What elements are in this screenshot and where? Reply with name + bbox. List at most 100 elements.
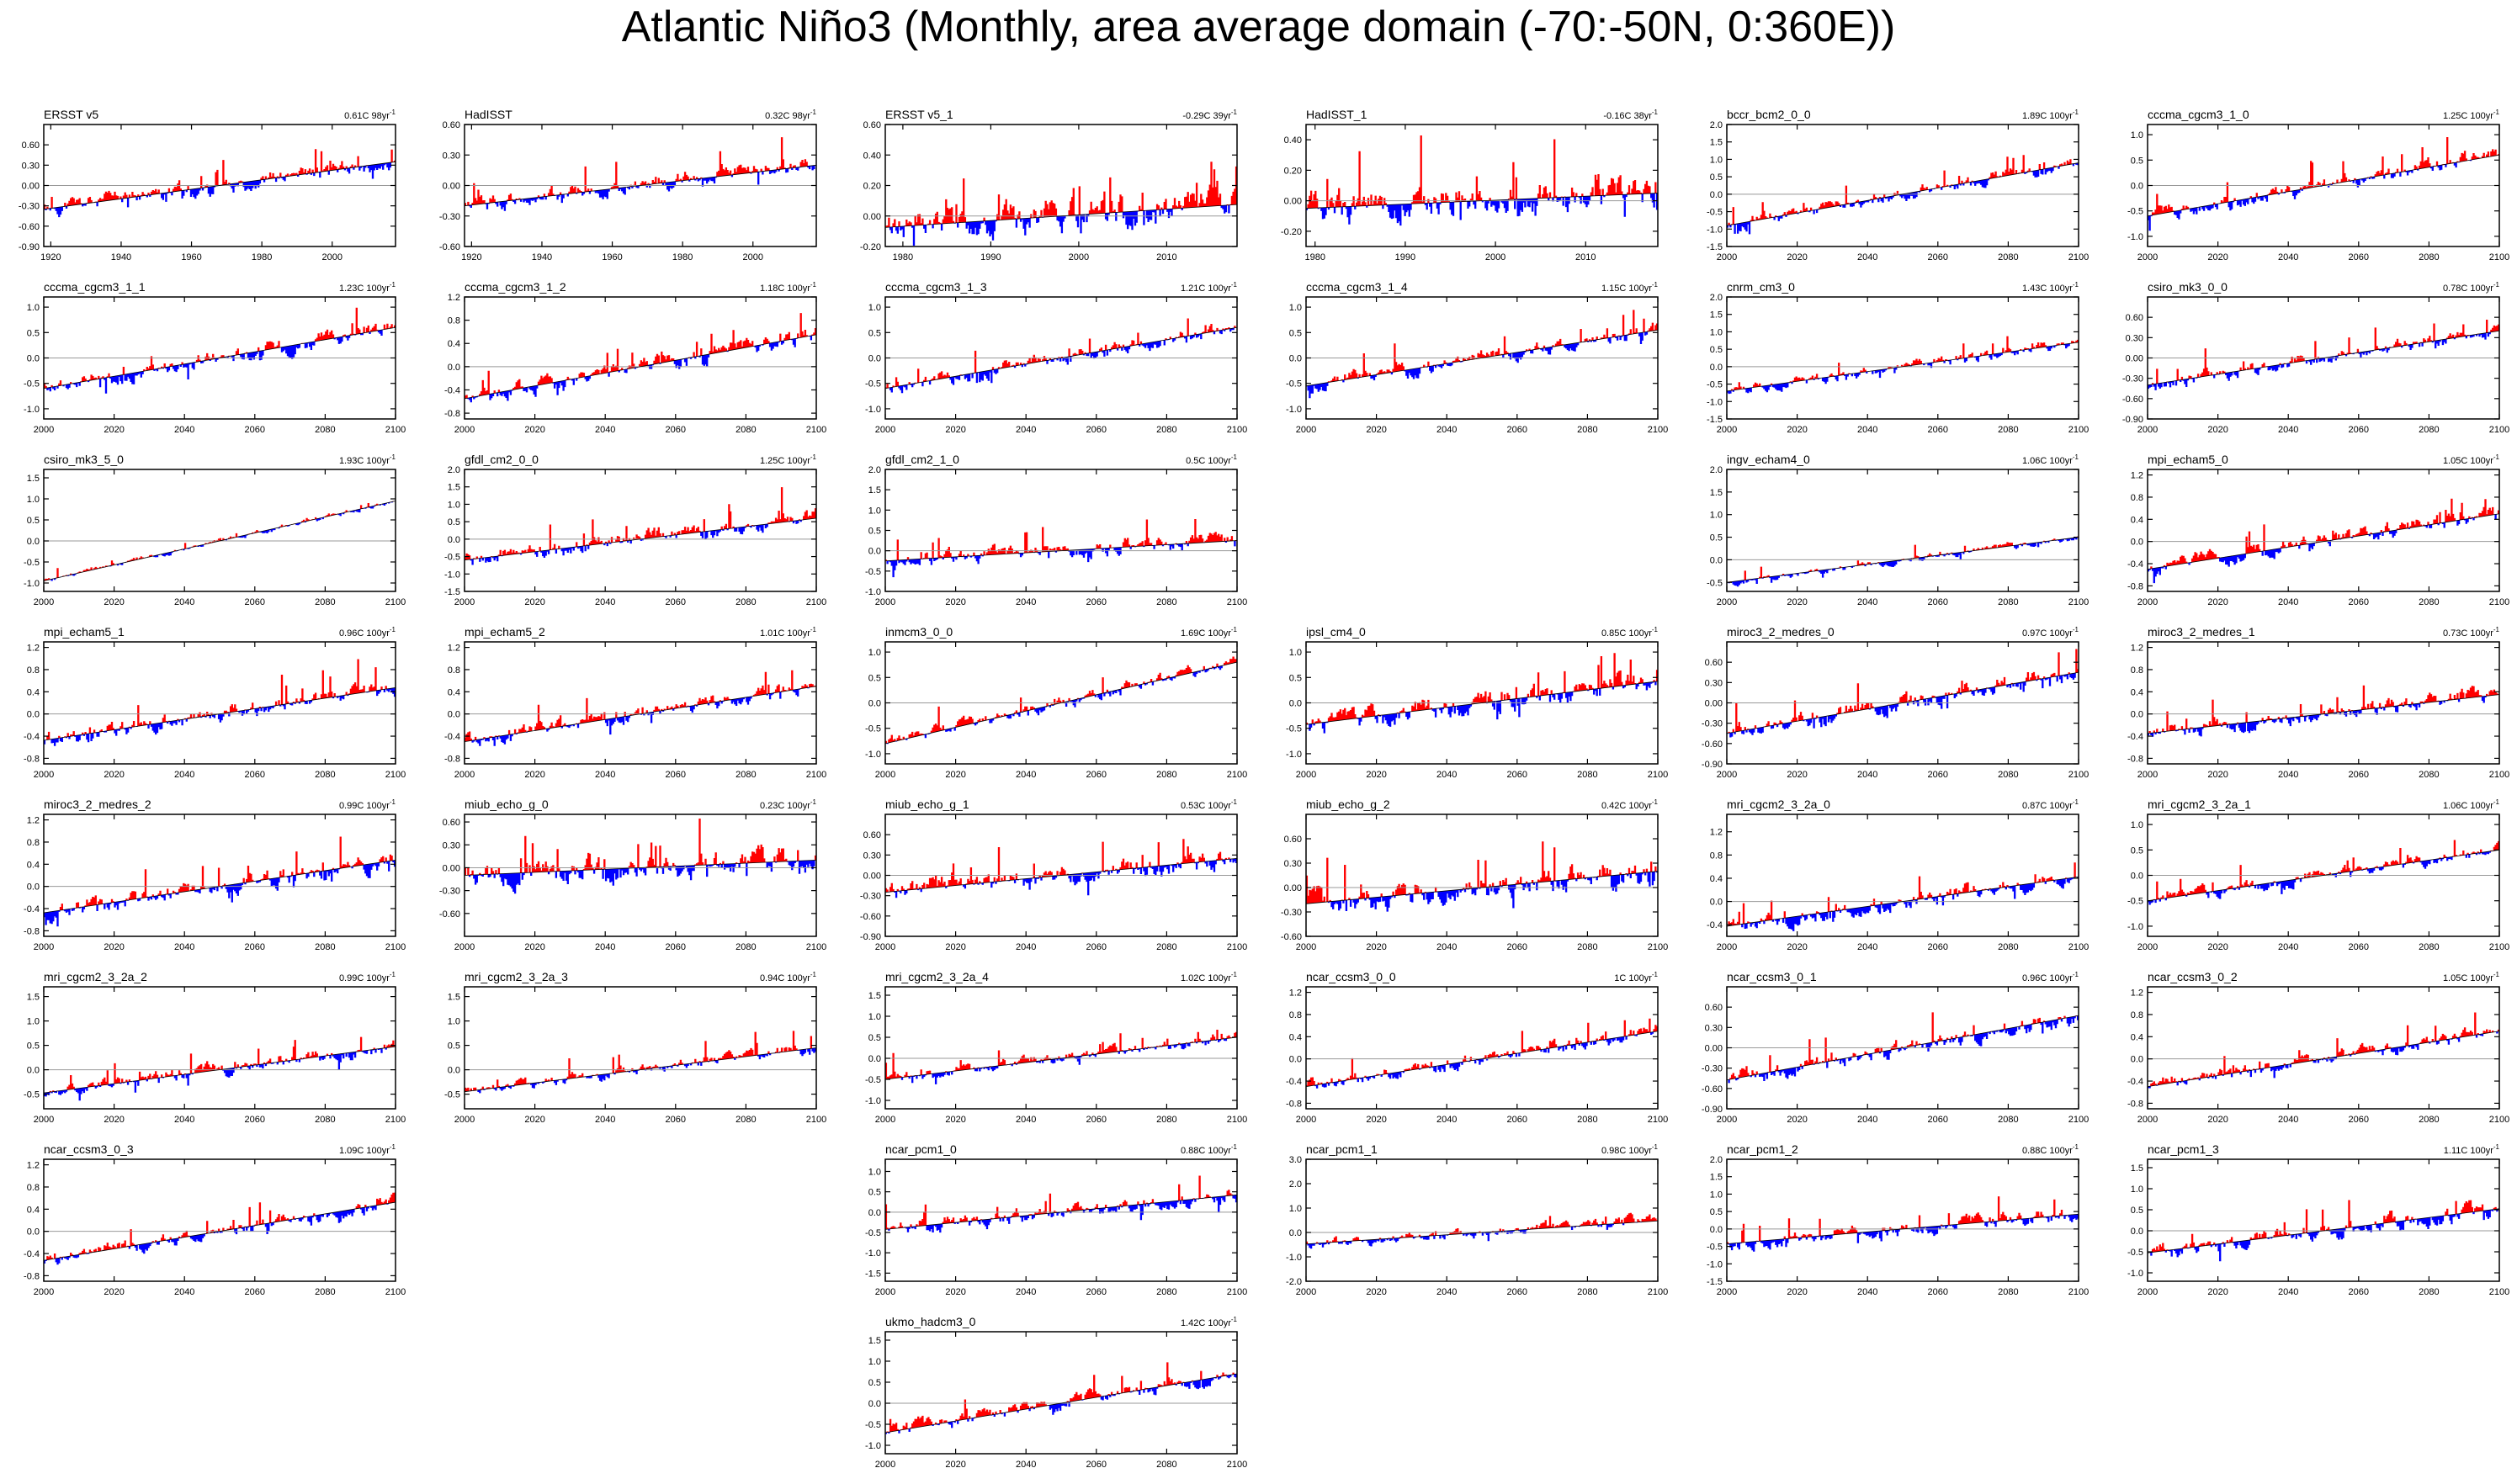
y-tick-label: 0.30	[2126, 333, 2143, 343]
y-tick-label: 1.0	[27, 495, 40, 505]
y-tick-label: 0.40	[1284, 135, 1302, 146]
negative-anomaly-bars	[2148, 1208, 2500, 1262]
y-tick-label: 1.0	[868, 1357, 881, 1367]
y-tick-label: -0.90	[1702, 760, 1723, 770]
trend-label: 1.11C 100yr-1	[2444, 1143, 2500, 1156]
x-tick-label: 2020	[1787, 1287, 1807, 1297]
y-tick-label: 0.0	[1289, 1228, 1302, 1238]
trend-line	[2147, 1031, 2500, 1088]
x-tick-label: 2060	[666, 770, 686, 780]
x-tick-label: 2060	[666, 597, 686, 607]
y-tick-label: -0.5	[2127, 207, 2143, 217]
negative-anomaly-bars	[2147, 696, 2487, 737]
plot-frame	[2147, 986, 2500, 1110]
x-tick-label: 2000	[454, 597, 475, 607]
y-tick-label: 1.5	[1710, 488, 1723, 498]
y-tick-label: 0.0	[1710, 555, 1723, 565]
positive-anomaly-bars	[1305, 1212, 1659, 1244]
negative-anomaly-bars	[889, 328, 1235, 394]
y-tick-label: 0.60	[1284, 835, 1302, 845]
x-tick-label: 2040	[1016, 1115, 1036, 1125]
positive-anomaly-bars	[1729, 1012, 2078, 1079]
positive-anomaly-bars	[1327, 310, 1659, 383]
positive-anomaly-bars	[464, 313, 817, 399]
positive-anomaly-bars	[884, 519, 1238, 561]
trend-line	[464, 859, 817, 876]
positive-anomaly-bars	[2150, 498, 2500, 569]
x-tick-label: 2060	[2349, 1287, 2369, 1297]
panel-title: cccma_cgcm3_1_3	[885, 280, 987, 294]
y-tick-label: 0.0	[868, 1399, 881, 1409]
trend-label: 1.15C 100yr-1	[1601, 281, 1659, 294]
y-tick-label: 0.00	[22, 182, 40, 192]
x-tick-label: 2080	[1998, 1115, 2018, 1125]
x-tick-label: 2080	[735, 597, 756, 607]
y-tick-label: 1.0	[2131, 130, 2143, 140]
plot-frame	[2147, 641, 2500, 765]
y-tick-label: -0.30	[1281, 908, 1302, 918]
y-tick-label: -1.0	[2127, 1269, 2143, 1279]
x-tick-label: 1940	[532, 252, 552, 262]
x-tick-label: 2000	[2137, 770, 2158, 780]
x-tick-label: 2010	[1575, 252, 1596, 262]
panel-mri_cgcm2_3_2a_0: 1.2 0.8 0.4 0.0 -0.4 2000 2020 2040 2060 2080 2100…	[1707, 798, 2089, 952]
y-tick-label: 0.0	[2131, 1055, 2143, 1065]
panel-mpi_echam5_2: 1.2 0.8 0.4 0.0 -0.4 -0.8 2000 2020 2040 2060 2080…	[444, 625, 826, 780]
panel-title: ncar_pcm1_2	[1727, 1142, 1798, 1156]
positive-anomaly-bars	[464, 670, 817, 742]
y-tick-label: 0.4	[27, 1205, 40, 1215]
trend-label: 1.05C 100yr-1	[2443, 971, 2500, 983]
y-tick-label: 0.0	[448, 1066, 460, 1076]
y-tick-label: -1.0	[865, 1441, 881, 1451]
x-tick-label: 2060	[1086, 1115, 1107, 1125]
panel-title: mri_cgcm2_3_2a_2	[44, 970, 147, 983]
y-tick-label: 1.5	[1710, 310, 1723, 321]
x-tick-label: 2000	[1717, 252, 1737, 262]
trend-label: 1.02C 100yr-1	[1181, 971, 1238, 983]
panel-ncar_pcm1_0: 1.0 0.5 0.0 -0.5 -1.0 -1.5 2000 2020 2040 2060 208…	[865, 1142, 1247, 1297]
y-tick-label: -0.60	[1281, 932, 1302, 942]
y-tick-label: -0.4	[444, 385, 460, 395]
panel-ERSST v5_1: 0.60 0.40 0.20 0.00 -0.20 1980 1990 2000 2010 ERS…	[860, 108, 1238, 262]
x-tick-label: 1960	[181, 252, 201, 262]
x-tick-label: 2080	[1156, 1287, 1176, 1297]
negative-anomaly-bars	[470, 520, 804, 565]
x-tick-label: 2060	[245, 1115, 265, 1125]
x-tick-label: 2060	[666, 942, 686, 952]
trend-line	[1305, 871, 1659, 904]
negative-anomaly-bars	[1307, 1222, 1643, 1249]
trend-line	[884, 326, 1238, 390]
y-tick-label: 1.2	[448, 644, 460, 654]
x-tick-label: 1920	[40, 252, 61, 262]
panel-HadISST_1: 0.40 0.20 0.00 -0.20 1980 1990 2000 2010 HadISST…	[1281, 108, 1659, 262]
x-tick-label: 2060	[2349, 770, 2369, 780]
x-tick-label: 2000	[34, 770, 54, 780]
y-tick-label: 1.2	[2131, 644, 2143, 654]
trend-line	[1726, 1213, 2079, 1244]
y-tick-label: -0.5	[24, 558, 40, 568]
trend-line	[884, 1036, 1238, 1080]
y-tick-label: 0.0	[2131, 710, 2143, 720]
plot-frame	[43, 469, 396, 592]
y-tick-label: 1.0	[1710, 1190, 1723, 1200]
positive-anomaly-bars	[49, 1036, 396, 1093]
panel-miroc3_2_medres_2: 1.2 0.8 0.4 0.0 -0.4 -0.8 2000 2020 2040 2060 2080…	[24, 798, 406, 952]
y-tick-label: 0.0	[868, 547, 881, 557]
x-tick-label: 2020	[104, 1287, 124, 1297]
positive-anomaly-bars	[2151, 1200, 2497, 1253]
y-tick-label: 0.4	[27, 860, 40, 870]
positive-anomaly-bars	[884, 318, 1238, 389]
y-tick-label: 2.0	[868, 465, 881, 475]
y-tick-label: -0.90	[2122, 415, 2143, 425]
y-tick-label: 0.0	[448, 363, 460, 373]
y-tick-label: -0.5	[2127, 897, 2143, 907]
positive-anomaly-bars	[1728, 862, 2078, 926]
x-tick-label: 2000	[1069, 252, 1089, 262]
negative-anomaly-bars	[1726, 537, 2078, 587]
negative-anomaly-bars	[1314, 1031, 1654, 1089]
panel-mri_cgcm2_3_2a_3: 1.5 1.0 0.5 0.0 -0.5 2000 2020 2040 2060 2080 2100…	[444, 970, 826, 1125]
trend-line	[43, 859, 396, 914]
x-tick-label: 2020	[1787, 252, 1807, 262]
x-tick-label: 2060	[1928, 1115, 1948, 1125]
x-tick-label: 2000	[1717, 425, 1737, 435]
